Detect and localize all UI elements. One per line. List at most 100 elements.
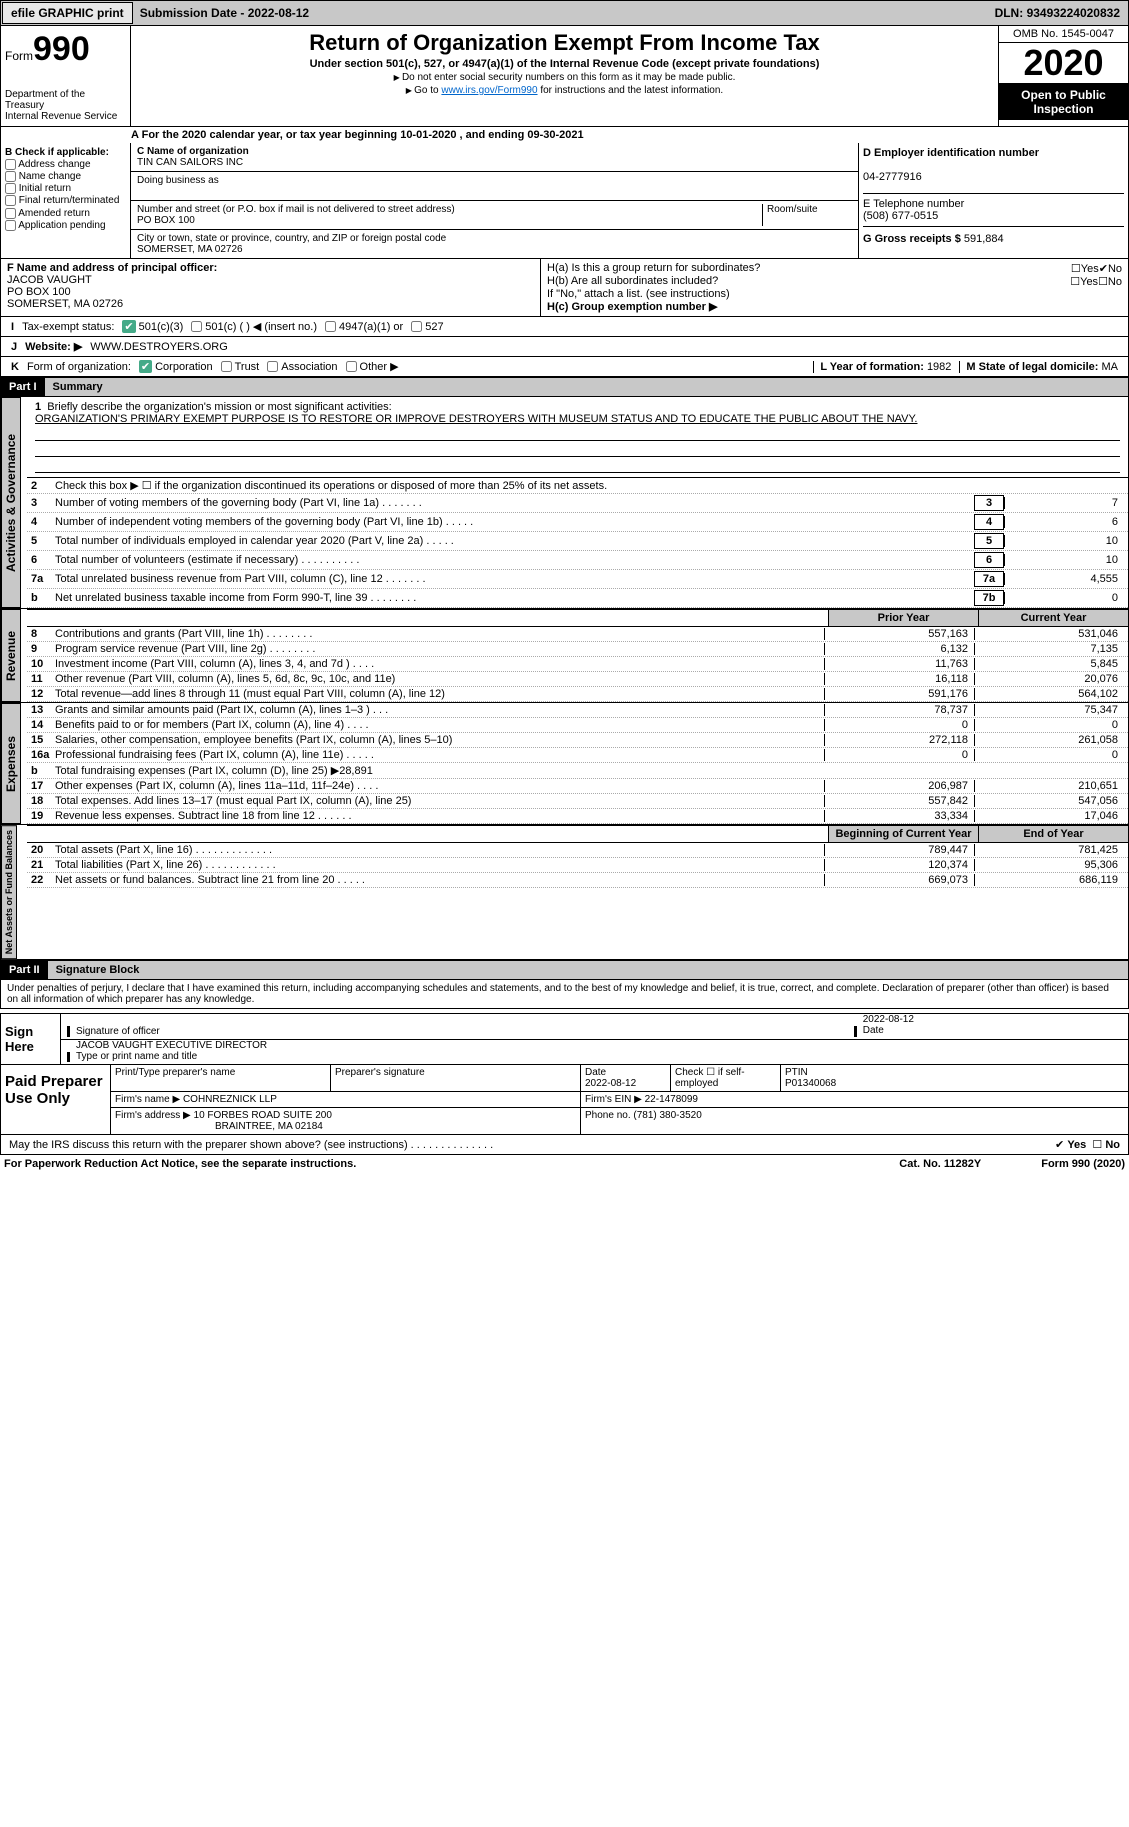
room-label: Room/suite xyxy=(767,204,818,215)
I-row: I Tax-exempt status: ✔ 501(c)(3) 501(c) … xyxy=(0,317,1129,337)
col-D: D Employer identification number 04-2777… xyxy=(858,143,1128,258)
cb-trust[interactable]: Trust xyxy=(221,361,260,373)
Ha-no[interactable]: ✔No xyxy=(1099,262,1122,275)
form-subtitle-3: Go to www.irs.gov/Form990 for instructio… xyxy=(139,85,990,96)
firm-addr1: 10 FORBES ROAD SUITE 200 xyxy=(194,1110,332,1121)
Hb-no[interactable]: ☐No xyxy=(1098,275,1122,288)
street-label: Number and street (or P.O. box if mail i… xyxy=(137,204,455,215)
tel-label: E Telephone number xyxy=(863,198,964,210)
bcd-block: B Check if applicable: Address change Na… xyxy=(0,143,1129,259)
submission-label: Submission Date - xyxy=(140,6,248,20)
cb-corp[interactable]: ✔ Corporation xyxy=(139,360,213,373)
firm-addr-label: Firm's address ▶ xyxy=(115,1110,191,1121)
sig-date-label: Date xyxy=(863,1025,884,1036)
firm-ein-label: Firm's EIN ▶ xyxy=(585,1094,642,1105)
dln-value: 93493224020832 xyxy=(1027,6,1120,20)
form-subtitle-1: Under section 501(c), 527, or 4947(a)(1)… xyxy=(139,58,990,70)
top-bar: efile GRAPHIC print Submission Date - 20… xyxy=(0,0,1129,26)
form-990-logo: Form 990 xyxy=(5,30,126,69)
org-name: TIN CAN SAILORS INC xyxy=(137,157,243,168)
cb-amended[interactable]: Amended return xyxy=(5,208,126,219)
tab-revenue: Revenue xyxy=(1,609,21,702)
form-subtitle-2: Do not enter social security numbers on … xyxy=(139,72,990,83)
prep-name-label: Print/Type preparer's name xyxy=(111,1065,331,1091)
H-cell: H(a) Is this a group return for subordin… xyxy=(541,259,1128,316)
fin-line-17: 17Other expenses (Part IX, column (A), l… xyxy=(27,779,1128,794)
firm-name: COHNREZNICK LLP xyxy=(183,1094,277,1105)
J-row: J Website: ▶ WWW.DESTROYERS.ORG xyxy=(0,337,1129,357)
prep-row-2: Firm's name ▶ COHNREZNICK LLP Firm's EIN… xyxy=(111,1092,1128,1108)
dln-field: DLN: 93493224020832 xyxy=(987,3,1128,23)
cb-final-return[interactable]: Final return/terminated xyxy=(5,195,126,206)
Hb-yes[interactable]: ☐Yes xyxy=(1070,275,1098,288)
na-col-hdr: Beginning of Current Year End of Year xyxy=(27,825,1128,843)
cb-501c3[interactable]: ✔ 501(c)(3) xyxy=(122,320,183,333)
goto-post: for instructions and the latest informat… xyxy=(538,85,724,96)
Ha-yes[interactable]: ☐Yes xyxy=(1071,262,1099,275)
line-2: 2Check this box ▶ ☐ if the organization … xyxy=(27,478,1128,494)
officer-print-name: JACOB VAUGHT EXECUTIVE DIRECTOR xyxy=(76,1040,1122,1051)
ptin-label: PTIN xyxy=(785,1067,808,1078)
cb-name-change[interactable]: Name change xyxy=(5,171,126,182)
cat-no: Cat. No. 11282Y xyxy=(899,1158,981,1170)
part2-header: Part II Signature Block xyxy=(0,960,1129,980)
cb-501c[interactable]: 501(c) ( ) ◀ (insert no.) xyxy=(191,320,317,333)
print-name-label: Type or print name and title xyxy=(76,1051,197,1062)
prep-selfemp[interactable]: Check ☐ if self-employed xyxy=(671,1065,781,1091)
gov-line-5: 5Total number of individuals employed in… xyxy=(27,532,1128,551)
dln-label: DLN: xyxy=(995,6,1027,20)
part1-header: Part I Summary xyxy=(0,377,1129,397)
penalty-text: Under penalties of perjury, I declare th… xyxy=(0,980,1129,1009)
line-A: A For the 2020 calendar year, or tax yea… xyxy=(0,127,1129,143)
fin-line-10: 10Investment income (Part VIII, column (… xyxy=(27,657,1128,672)
prep-date: 2022-08-12 xyxy=(585,1078,636,1089)
officer-addr2: SOMERSET, MA 02726 xyxy=(7,298,123,310)
gross-label: G Gross receipts $ xyxy=(863,233,964,245)
fin-line-11: 11Other revenue (Part VIII, column (A), … xyxy=(27,672,1128,687)
gov-line-7a: 7aTotal unrelated business revenue from … xyxy=(27,570,1128,589)
cb-527[interactable]: 527 xyxy=(411,321,443,333)
discuss-row: May the IRS discuss this return with the… xyxy=(0,1135,1129,1155)
cb-4947[interactable]: 4947(a)(1) or xyxy=(325,321,403,333)
I-label: Tax-exempt status: xyxy=(22,321,114,333)
website-value: WWW.DESTROYERS.ORG xyxy=(90,341,228,353)
gov-line-4: 4Number of independent voting members of… xyxy=(27,513,1128,532)
rev-col-hdr: Prior Year Current Year xyxy=(27,609,1128,627)
fin-line-13: 13Grants and similar amounts paid (Part … xyxy=(27,703,1128,718)
tax-year-range: For the 2020 calendar year, or tax year … xyxy=(142,129,584,141)
discuss-yes[interactable]: ✔ Yes xyxy=(1055,1138,1086,1151)
mission-text: ORGANIZATION'S PRIMARY EXEMPT PURPOSE IS… xyxy=(35,413,917,425)
submission-date-label: Submission Date - 2022-08-12 xyxy=(134,3,315,23)
cb-pending[interactable]: Application pending xyxy=(5,220,126,231)
bcy-hdr: Beginning of Current Year xyxy=(828,826,978,842)
org-name-cell: C Name of organization TIN CAN SAILORS I… xyxy=(131,143,858,172)
irs-link[interactable]: www.irs.gov/Form990 xyxy=(441,85,537,96)
city-label: City or town, state or province, country… xyxy=(137,233,446,244)
efile-button[interactable]: efile GRAPHIC print xyxy=(2,2,133,24)
header-left: Form 990 Department of the Treasury Inte… xyxy=(1,26,131,126)
gross-value: 591,884 xyxy=(964,233,1004,245)
firm-ein: 22-1478099 xyxy=(645,1094,698,1105)
Hb-label: H(b) Are all subordinates included? xyxy=(547,275,1070,288)
cb-address-change[interactable]: Address change xyxy=(5,159,126,170)
part1-body: Activities & Governance 1 Briefly descri… xyxy=(0,397,1129,609)
form-title: Return of Organization Exempt From Incom… xyxy=(139,30,990,56)
B-header: B Check if applicable: xyxy=(5,147,126,158)
fin-line-9: 9Program service revenue (Part VIII, lin… xyxy=(27,642,1128,657)
cb-assoc[interactable]: Association xyxy=(267,361,337,373)
officer-addr1: PO BOX 100 xyxy=(7,286,71,298)
officer-name: JACOB VAUGHT xyxy=(7,274,92,286)
firm-name-label: Firm's name ▶ xyxy=(115,1094,180,1105)
cb-initial-return[interactable]: Initial return xyxy=(5,183,126,194)
city-cell: City or town, state or province, country… xyxy=(131,230,858,258)
discuss-no[interactable]: ☐ No xyxy=(1092,1138,1120,1151)
eoy-hdr: End of Year xyxy=(978,826,1128,842)
F-label: F Name and address of principal officer: xyxy=(7,262,217,274)
preparer-label: Paid Preparer Use Only xyxy=(1,1065,111,1134)
F-cell: F Name and address of principal officer:… xyxy=(1,259,541,316)
fin-line-21: 21Total liabilities (Part X, line 26) . … xyxy=(27,858,1128,873)
cb-other[interactable]: Other ▶ xyxy=(346,360,399,373)
part1-label: Part I xyxy=(1,378,45,396)
M-cell: M State of legal domicile: MA xyxy=(959,361,1118,373)
ein-value: 04-2777916 xyxy=(863,171,922,183)
